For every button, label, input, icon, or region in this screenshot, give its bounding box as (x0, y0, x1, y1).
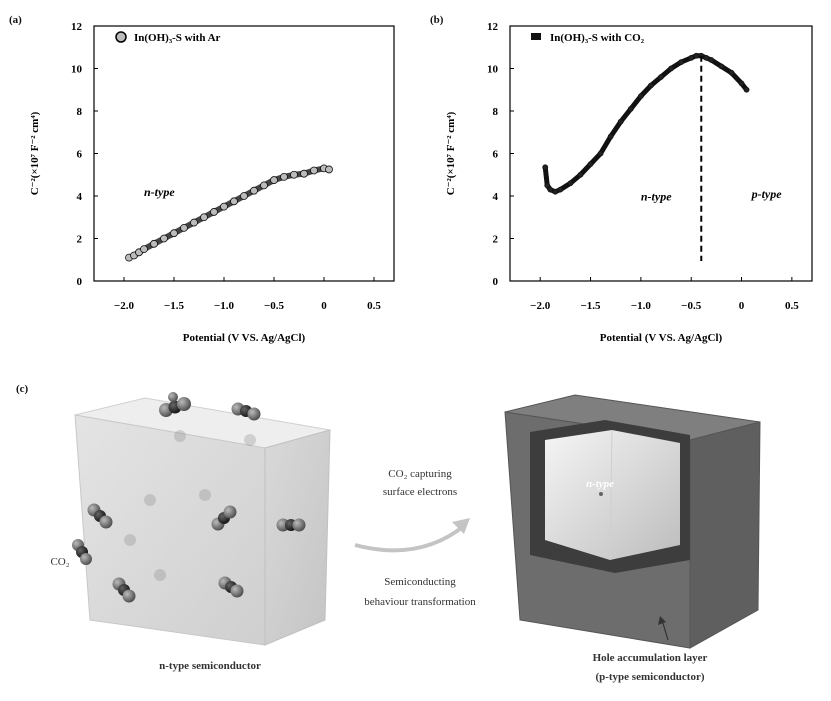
cube-right (689, 421, 761, 649)
arrow-head (452, 518, 470, 534)
co2-molecules (72, 392, 306, 603)
right-caption-1: Hole accumulation layer (592, 652, 708, 664)
co2-molecule (276, 518, 306, 532)
transformation-arrow (354, 523, 467, 553)
co2-molecule (218, 576, 244, 598)
panel-label-b: (b) (430, 14, 444, 26)
co2-molecule (72, 539, 92, 565)
right-caption-2: (p-type semiconductor) (595, 671, 705, 683)
arrow-label-4: behaviour transformation (364, 596, 476, 608)
panel-label-a: (a) (9, 14, 22, 26)
left-cube-caption: n-type semiconductor (159, 660, 261, 672)
co2-molecule (211, 505, 237, 531)
co2-molecule (87, 503, 113, 529)
co2-molecule (112, 577, 136, 603)
co2-label: CO₂ (50, 556, 70, 568)
pointer-arrow (661, 619, 669, 641)
co2-ghosts (124, 430, 256, 581)
p-type-cube (504, 394, 761, 649)
arrow-label-3: Semiconducting (384, 576, 456, 588)
arrow-label-1: CO₂ capturing (388, 468, 452, 480)
co2-molecule (159, 392, 191, 417)
cutout-inner (545, 430, 680, 560)
co2-molecule (231, 402, 261, 421)
arrow-label-2: surface electrons (382, 486, 458, 498)
inner-n-type-label: n-type (585, 478, 615, 490)
cube-right-face (264, 429, 331, 646)
cube-left-face (74, 414, 266, 646)
panel-label-c: (c) (16, 383, 29, 395)
